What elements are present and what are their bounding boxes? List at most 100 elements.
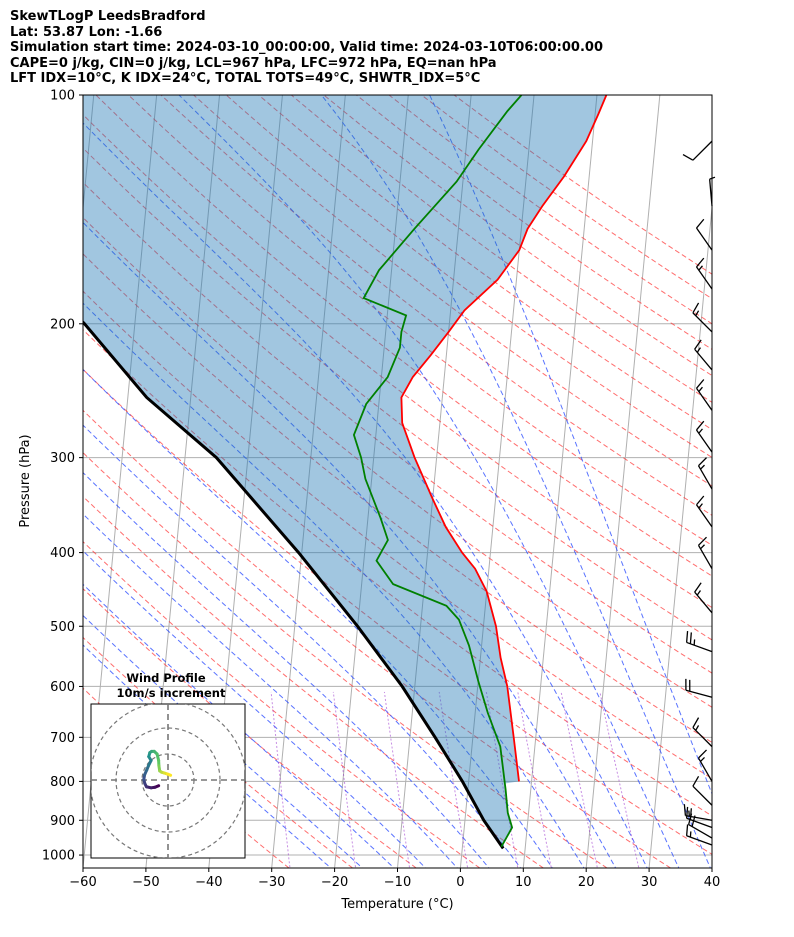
moist-adiabat-line — [83, 221, 617, 868]
location-text: Lat: 53.87 Lon: -1.66 — [10, 24, 163, 40]
isotherm-line — [334, 95, 409, 868]
wind-barb-feather — [696, 590, 701, 596]
chart-title: SkewTLogP LeedsBradford — [10, 9, 206, 24]
wind-barb-feather — [696, 347, 701, 353]
mixing-ratio-line — [517, 691, 552, 868]
wind-barb-feather — [698, 457, 707, 467]
dry-adiabat-line — [83, 329, 712, 817]
x-axis-label: Temperature (°C) — [340, 897, 453, 912]
dry-adiabat-line — [83, 451, 608, 868]
x-tick-label: −50 — [132, 875, 159, 890]
wind-barb-feather — [698, 749, 707, 759]
wind-barb-feather — [698, 265, 703, 271]
wind-barb — [685, 824, 713, 846]
wind-barb-feather — [696, 218, 705, 229]
x-tick-label: −30 — [258, 875, 285, 890]
wind-barb-shaft — [685, 814, 713, 821]
mixing-ratio-line — [383, 691, 411, 868]
wind-barb — [697, 457, 713, 490]
x-tick-label: −40 — [195, 875, 222, 890]
wind-barb — [685, 631, 713, 653]
dry-adiabat-line — [83, 588, 417, 868]
temperature-profile-line — [400, 95, 608, 782]
mixing-ratio-lines — [270, 691, 640, 868]
wind-barb — [685, 678, 713, 698]
dewpoint-profile-line — [352, 95, 523, 848]
axes: Temperature (°C) Pressure (hPa) −60 −50 −4… — [18, 89, 720, 913]
wind-barb-feather — [698, 536, 707, 546]
y-axis-label: Pressure (hPa) — [18, 434, 33, 527]
chart-header: SkewTLogP LeedsBradford Lat: 53.87 Lon: … — [10, 9, 603, 87]
wind-barb-feather — [694, 339, 702, 350]
mixing-ratio-line — [485, 691, 519, 868]
wind-barb-feather — [692, 717, 700, 728]
wind-barb-shaft — [692, 727, 713, 748]
wind-barb-feather — [700, 544, 705, 550]
moist-adiabat-line — [83, 550, 427, 868]
wind-barb-feather — [695, 310, 700, 317]
inset-title: Wind Profile — [126, 671, 206, 685]
mixing-ratio-line — [438, 691, 469, 868]
wind-barb-shaft — [694, 348, 713, 371]
wind-barb-shaft — [694, 591, 713, 614]
mixing-ratio-line — [270, 691, 291, 868]
wind-barb-feather — [694, 582, 702, 593]
wind-barb-shaft — [686, 641, 713, 653]
wind-barb — [692, 717, 713, 748]
x-tick-label: −10 — [384, 875, 411, 890]
wind-barb — [694, 339, 713, 371]
wind-barb-shaft — [708, 179, 713, 207]
x-tick-label: 10 — [515, 875, 532, 890]
wind-barb-shaft — [685, 689, 713, 698]
dry-adiabat-line — [83, 253, 712, 744]
dry-adiabat-line — [193, 95, 712, 487]
inset-subtitle: 10m/s increment — [117, 686, 226, 700]
wind-barb-feather — [698, 503, 703, 509]
moist-adiabat-line — [83, 644, 332, 868]
moist-adiabat-line — [83, 583, 395, 868]
moist-adiabat-line — [321, 95, 711, 868]
wind-barb — [682, 140, 713, 161]
isotherm-line — [775, 95, 794, 868]
wind-barb-feather — [696, 495, 705, 506]
moist-adiabat-line — [429, 95, 712, 796]
dry-adiabat-line — [83, 636, 353, 868]
isotherm-line — [711, 862, 712, 868]
isotherm-line — [648, 202, 712, 868]
wind-barb — [694, 582, 713, 614]
wind-barb-shaft — [697, 465, 713, 490]
wind-barb-feather — [696, 379, 705, 389]
y-tick-label: 200 — [50, 317, 75, 332]
wind-barb — [692, 775, 713, 806]
wind-barb — [695, 257, 713, 290]
wind-barb-shaft — [688, 824, 713, 839]
time-text: Simulation start time: 2024-03-10_00:00:… — [10, 40, 603, 56]
dry-adiabat-line — [83, 409, 671, 868]
wind-barb-shaft — [695, 387, 713, 411]
y-tick-label: 1000 — [42, 849, 75, 864]
wind-barb-feather — [709, 176, 716, 180]
mixing-ratio-line — [332, 691, 357, 868]
moist-adiabat-line — [83, 513, 458, 868]
y-tick-label: 800 — [50, 775, 75, 790]
x-tick-label: 0 — [456, 875, 464, 890]
isotherm-line — [459, 95, 535, 868]
y-tick-label: 300 — [50, 451, 75, 466]
wind-barb — [683, 804, 713, 821]
y-tick-label: 100 — [50, 89, 75, 104]
wind-barb-feather — [688, 810, 690, 817]
y-tick-label: 700 — [50, 731, 75, 746]
wind-barb-feather — [698, 386, 703, 392]
dry-adiabat-line — [83, 290, 712, 780]
dry-adiabat-line — [83, 495, 544, 868]
x-tick-label: 40 — [704, 875, 721, 890]
wind-barbs — [682, 140, 716, 846]
dry-adiabat-line — [160, 95, 712, 516]
moist-adiabat-line — [83, 368, 553, 868]
wind-barb-shaft — [697, 544, 713, 570]
dry-adiabat-line — [83, 113, 712, 609]
x-tick-label: −20 — [321, 875, 348, 890]
wind-barb — [708, 176, 716, 207]
dry-adiabat-line — [258, 95, 712, 431]
